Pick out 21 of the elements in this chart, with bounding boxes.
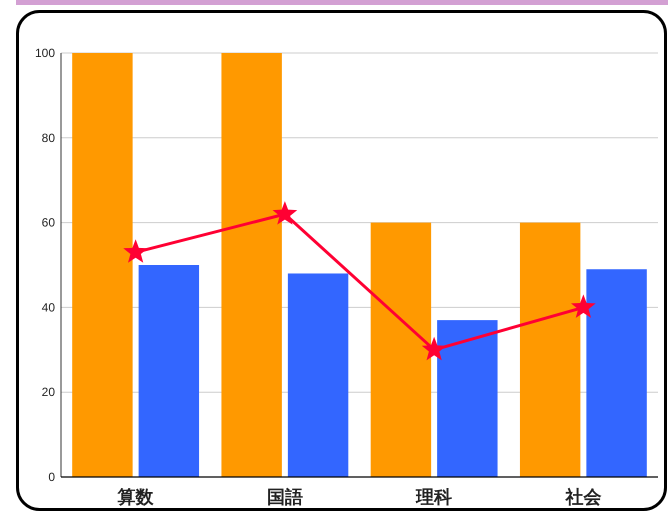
y-tick-label: 80: [42, 130, 56, 145]
bar: [221, 53, 282, 477]
point: [571, 294, 596, 318]
bar: [586, 269, 647, 477]
bar: [72, 53, 133, 477]
bar: [520, 222, 580, 477]
x-tick-label: 社会: [564, 487, 602, 507]
y-tick-label: 0: [48, 470, 56, 484]
point: [272, 201, 298, 225]
point: [123, 239, 148, 263]
x-tick-label: 国語: [266, 487, 303, 507]
bar: [138, 265, 200, 477]
y-tick-label: 60: [42, 216, 56, 230]
y-tick-label: 40: [42, 300, 56, 314]
x-tick-label: 算数: [116, 487, 155, 507]
bar: [437, 320, 498, 477]
bar: [370, 222, 432, 477]
y-tick-label: 100: [34, 46, 56, 60]
y-tick-label: 20: [42, 385, 56, 400]
x-tick-label: 理科: [415, 487, 452, 507]
bar: [288, 273, 348, 477]
